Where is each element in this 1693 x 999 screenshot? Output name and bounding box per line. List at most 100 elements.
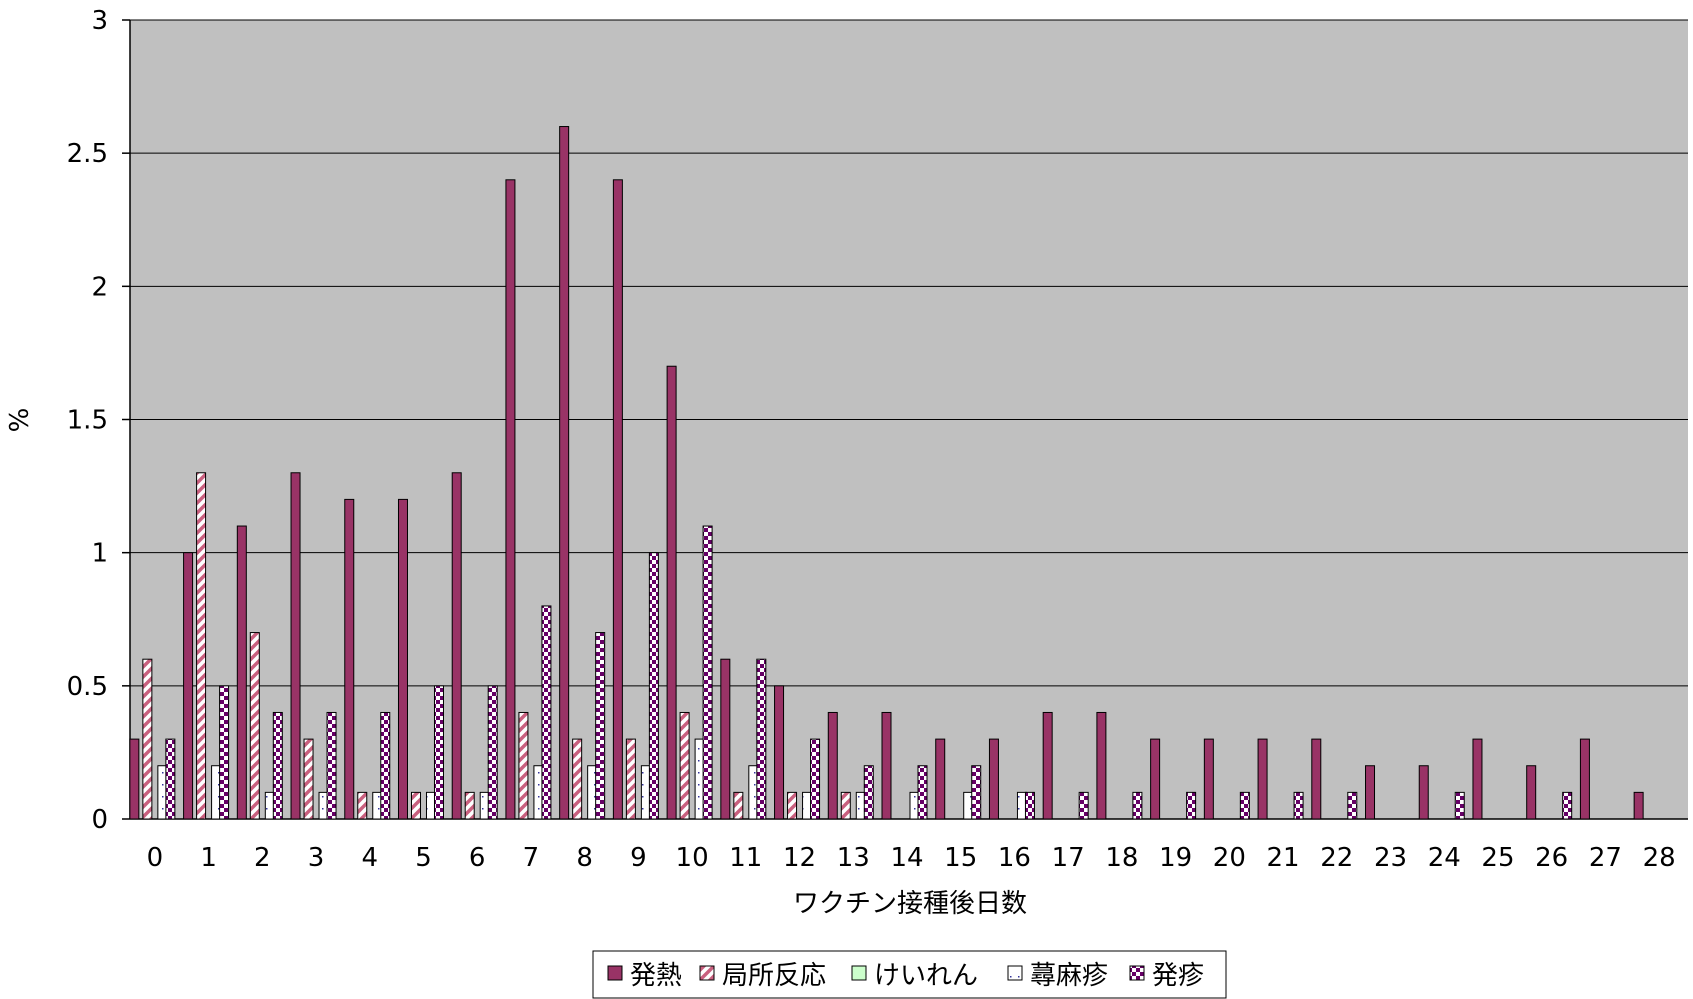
y-tick-label: 0.5 bbox=[67, 672, 108, 702]
bar-2-11 bbox=[733, 791, 744, 820]
bar-1-14 bbox=[881, 711, 892, 820]
x-tick-label: 2 bbox=[254, 843, 271, 873]
bar-1-17 bbox=[1042, 711, 1053, 820]
bar-5-11 bbox=[756, 658, 767, 820]
x-tick-label: 1 bbox=[200, 843, 217, 873]
bar-5-1 bbox=[219, 685, 230, 820]
x-tick-label: 15 bbox=[944, 843, 977, 873]
bar-5-10 bbox=[702, 525, 713, 820]
bar-1-18 bbox=[1096, 711, 1107, 820]
legend-swatch bbox=[1007, 965, 1023, 981]
bar-1-23 bbox=[1365, 765, 1376, 820]
legend-swatch bbox=[607, 965, 623, 981]
y-tick-label: 1 bbox=[91, 539, 108, 569]
bar-1-0 bbox=[129, 738, 140, 820]
legend-swatch bbox=[851, 965, 867, 981]
bar-1-28 bbox=[1633, 791, 1644, 820]
bar-1-25 bbox=[1472, 738, 1483, 820]
bar-1-16 bbox=[988, 738, 999, 820]
x-tick-label: 24 bbox=[1428, 843, 1461, 873]
bar-5-12 bbox=[810, 738, 821, 820]
x-tick-label: 14 bbox=[890, 843, 923, 873]
bar-5-0 bbox=[165, 738, 176, 820]
bar-1-5 bbox=[397, 498, 408, 820]
x-tick-label: 5 bbox=[415, 843, 432, 873]
bar-1-9 bbox=[612, 179, 623, 820]
y-tick-label: 3 bbox=[91, 6, 108, 36]
x-tick-label: 4 bbox=[361, 843, 378, 873]
bar-5-26 bbox=[1562, 791, 1573, 820]
x-tick-label: 13 bbox=[837, 843, 870, 873]
x-tick-label: 6 bbox=[469, 843, 486, 873]
y-tick-label: 2 bbox=[91, 272, 108, 302]
y-tick-label: 1.5 bbox=[67, 406, 108, 436]
x-tick-label: 20 bbox=[1213, 843, 1246, 873]
legend-label: 発熱 bbox=[630, 961, 682, 991]
x-tick-label: 26 bbox=[1535, 843, 1568, 873]
bar-1-27 bbox=[1579, 738, 1590, 820]
bar-5-20 bbox=[1239, 791, 1250, 820]
bar-5-15 bbox=[971, 765, 982, 820]
x-tick-label: 22 bbox=[1320, 843, 1353, 873]
bar-1-1 bbox=[183, 552, 194, 820]
x-tick-label: 28 bbox=[1643, 843, 1676, 873]
bar-2-3 bbox=[303, 738, 314, 820]
bar-1-7 bbox=[505, 179, 516, 820]
x-tick-label: 27 bbox=[1589, 843, 1622, 873]
bar-5-14 bbox=[917, 765, 928, 820]
bar-1-3 bbox=[290, 472, 301, 820]
legend-label: 局所反応 bbox=[722, 961, 826, 991]
x-tick-label: 3 bbox=[308, 843, 325, 873]
bar-2-6 bbox=[464, 791, 475, 820]
bar-2-1 bbox=[196, 472, 207, 820]
bar-1-20 bbox=[1203, 738, 1214, 820]
legend-label: けいれん bbox=[874, 961, 978, 991]
x-tick-label: 10 bbox=[676, 843, 709, 873]
bar-1-10 bbox=[666, 365, 677, 820]
legend bbox=[592, 950, 1227, 999]
bar-5-8 bbox=[595, 632, 606, 820]
bar-1-26 bbox=[1526, 765, 1537, 820]
bar-1-11 bbox=[720, 658, 731, 820]
x-axis-title: ワクチン接種後日数 bbox=[793, 889, 1027, 919]
legend-label: 発疹 bbox=[1152, 961, 1204, 991]
bar-5-17 bbox=[1078, 791, 1089, 820]
bar-1-2 bbox=[236, 525, 247, 820]
bar-2-10 bbox=[679, 711, 690, 820]
x-tick-label: 12 bbox=[783, 843, 816, 873]
bar-1-4 bbox=[344, 498, 355, 820]
x-tick-label: 21 bbox=[1267, 843, 1300, 873]
bar-5-3 bbox=[326, 711, 337, 820]
bar-1-21 bbox=[1257, 738, 1268, 820]
bar-5-19 bbox=[1186, 791, 1197, 820]
bar-1-24 bbox=[1418, 765, 1429, 820]
x-tick-label: 9 bbox=[630, 843, 647, 873]
legend-label: 蕁麻疹 bbox=[1030, 961, 1108, 991]
x-tick-label: 16 bbox=[998, 843, 1031, 873]
bar-5-7 bbox=[541, 605, 552, 820]
legend-swatch bbox=[1129, 965, 1145, 981]
bar-2-2 bbox=[249, 632, 260, 820]
bar-5-24 bbox=[1454, 791, 1465, 820]
bar-2-8 bbox=[572, 738, 583, 820]
y-tick-label: 2.5 bbox=[67, 139, 108, 169]
x-tick-label: 18 bbox=[1105, 843, 1138, 873]
x-tick-label: 8 bbox=[576, 843, 593, 873]
bar-2-7 bbox=[518, 711, 529, 820]
bar-2-4 bbox=[357, 791, 368, 820]
bar-1-22 bbox=[1311, 738, 1322, 820]
bar-1-13 bbox=[827, 711, 838, 820]
bar-5-5 bbox=[433, 685, 444, 820]
bar-5-16 bbox=[1024, 791, 1035, 820]
x-tick-label: 17 bbox=[1052, 843, 1085, 873]
y-tick-label: 0 bbox=[91, 805, 108, 835]
bar-5-21 bbox=[1293, 791, 1304, 820]
legend-swatch bbox=[699, 965, 715, 981]
bar-2-12 bbox=[787, 791, 798, 820]
bar-5-9 bbox=[648, 552, 659, 820]
bar-2-9 bbox=[625, 738, 636, 820]
bar-5-2 bbox=[272, 711, 283, 820]
y-axis-title: % bbox=[5, 408, 35, 433]
bar-5-18 bbox=[1132, 791, 1143, 820]
